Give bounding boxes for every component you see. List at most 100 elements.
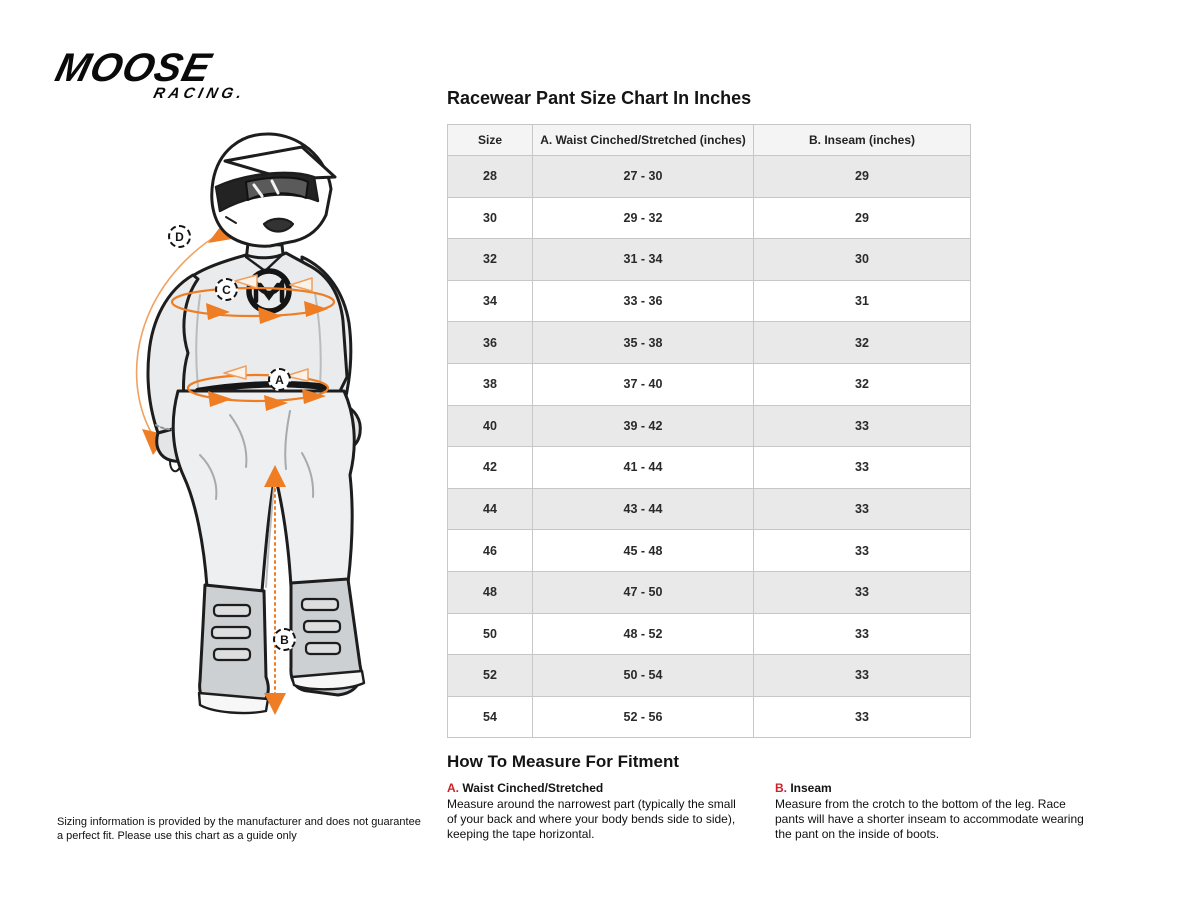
table-cell: 27 - 30 <box>532 155 754 198</box>
rider-illustration <box>135 132 366 715</box>
table-cell: 35 - 38 <box>532 321 754 364</box>
table-cell: 46 <box>447 529 533 572</box>
table-cell: 39 - 42 <box>532 404 754 448</box>
table-cell: 29 <box>753 196 971 240</box>
marker-b-label: B <box>280 632 289 647</box>
table-cell: 42 <box>447 446 533 489</box>
how-to-text-waist: Measure around the narrowest part (typic… <box>447 797 736 841</box>
column-header-size: Size <box>447 124 533 156</box>
table-cell: 45 - 48 <box>532 529 754 572</box>
table-row: 52 50 - 54 33 <box>447 654 971 697</box>
table-cell: 34 <box>447 279 533 323</box>
helmet <box>210 132 337 248</box>
table-cell: 33 <box>753 529 971 572</box>
table-row: 38 37 - 40 32 <box>447 362 971 406</box>
marker-d-label: D <box>175 229 184 244</box>
table-cell: 48 - 52 <box>532 612 754 656</box>
table-cell: 36 <box>447 321 533 364</box>
how-to-item-waist-title: A. Waist Cinched/Stretched <box>447 781 747 795</box>
table-row: 28 27 - 30 29 <box>447 155 971 198</box>
table-cell: 31 - 34 <box>532 238 754 281</box>
table-cell: 33 - 36 <box>532 279 754 323</box>
how-to-measure-section: How To Measure For Fitment A. Waist Cinc… <box>447 752 1157 842</box>
table-cell: 44 <box>447 487 533 531</box>
table-cell: 52 - 56 <box>532 695 754 739</box>
table-cell: 43 - 44 <box>532 487 754 531</box>
table-cell: 52 <box>447 654 533 697</box>
table-cell: 33 <box>753 695 971 739</box>
table-row: 32 31 - 34 30 <box>447 238 971 281</box>
how-to-letter-b: B. <box>775 781 787 795</box>
how-to-item-inseam: B. Inseam Measure from the crotch to the… <box>775 781 1085 842</box>
column-header-inseam: B. Inseam (inches) <box>753 124 971 156</box>
table-row: 36 35 - 38 32 <box>447 321 971 364</box>
table-cell: 33 <box>753 612 971 656</box>
table-cell: 38 <box>447 362 533 406</box>
size-table-body: 28 27 - 30 29 30 29 - 32 29 32 31 - 34 30 34 33 - … <box>447 155 971 739</box>
how-to-columns: A. Waist Cinched/Stretched Measure aroun… <box>447 781 1157 842</box>
table-header-row: Size A. Waist Cinched/Stretched (inches)… <box>447 124 971 156</box>
table-cell: 30 <box>447 196 533 240</box>
table-row: 48 47 - 50 33 <box>447 570 971 614</box>
how-to-text-inseam: Measure from the crotch to the bottom of… <box>775 797 1084 841</box>
table-cell: 48 <box>447 570 533 614</box>
page-title: Racewear Pant Size Chart In Inches <box>447 88 752 108</box>
table-cell: 32 <box>447 238 533 281</box>
belt <box>194 381 328 395</box>
pants <box>171 389 356 593</box>
table-cell: 29 - 32 <box>532 196 754 240</box>
rider-measurement-figure: D C A B <box>50 125 430 745</box>
table-row: 44 43 - 44 33 <box>447 487 971 531</box>
table-cell: 32 <box>753 362 971 406</box>
size-table: Size A. Waist Cinched/Stretched (inches)… <box>447 124 971 739</box>
how-to-item-inseam-title: B. Inseam <box>775 781 1085 795</box>
how-to-name-inseam: Inseam <box>790 781 832 795</box>
column-header-waist: A. Waist Cinched/Stretched (inches) <box>532 124 754 156</box>
marker-c-label: C <box>222 282 231 297</box>
moose-racing-logo: MOOSE RACING. <box>48 46 256 102</box>
table-cell: 54 <box>447 695 533 739</box>
right-boot <box>289 577 366 697</box>
disclaimer-text: Sizing information is provided by the ma… <box>57 816 421 842</box>
table-cell: 30 <box>753 238 971 281</box>
table-cell: 31 <box>753 279 971 323</box>
table-row: 42 41 - 44 33 <box>447 446 971 489</box>
how-to-letter-a: A. <box>447 781 459 795</box>
table-cell: 50 - 54 <box>532 654 754 697</box>
table-cell: 32 <box>753 321 971 364</box>
marker-b: B <box>273 628 296 651</box>
size-table-container: Size A. Waist Cinched/Stretched (inches)… <box>447 124 971 739</box>
chest-measure-ellipse <box>170 274 336 324</box>
table-cell: 47 - 50 <box>532 570 754 614</box>
table-row: 40 39 - 42 33 <box>447 404 971 448</box>
chest-moose-logo <box>246 268 292 314</box>
how-to-heading: How To Measure For Fitment <box>447 752 680 771</box>
inseam-measure-line <box>264 465 286 715</box>
waist-measure-ellipse <box>186 365 330 411</box>
marker-c: C <box>215 278 238 301</box>
table-row: 50 48 - 52 33 <box>447 612 971 656</box>
table-cell: 29 <box>753 155 971 198</box>
table-cell: 33 <box>753 404 971 448</box>
table-cell: 33 <box>753 487 971 531</box>
table-row: 46 45 - 48 33 <box>447 529 971 572</box>
table-cell: 33 <box>753 570 971 614</box>
table-cell: 33 <box>753 654 971 697</box>
marker-a-label: A <box>275 372 284 387</box>
how-to-name-waist: Waist Cinched/Stretched <box>462 781 604 795</box>
marker-d: D <box>168 225 191 248</box>
table-row: 30 29 - 32 29 <box>447 196 971 240</box>
table-row: 54 52 - 56 33 <box>447 695 971 739</box>
logo-word-moose: MOOSE <box>51 46 217 90</box>
table-cell: 37 - 40 <box>532 362 754 406</box>
marker-a: A <box>268 368 291 391</box>
table-cell: 50 <box>447 612 533 656</box>
table-row: 34 33 - 36 31 <box>447 279 971 323</box>
table-cell: 41 - 44 <box>532 446 754 489</box>
table-cell: 40 <box>447 404 533 448</box>
how-to-item-waist: A. Waist Cinched/Stretched Measure aroun… <box>447 781 747 842</box>
left-boot <box>197 583 270 715</box>
table-cell: 33 <box>753 446 971 489</box>
table-cell: 28 <box>447 155 533 198</box>
